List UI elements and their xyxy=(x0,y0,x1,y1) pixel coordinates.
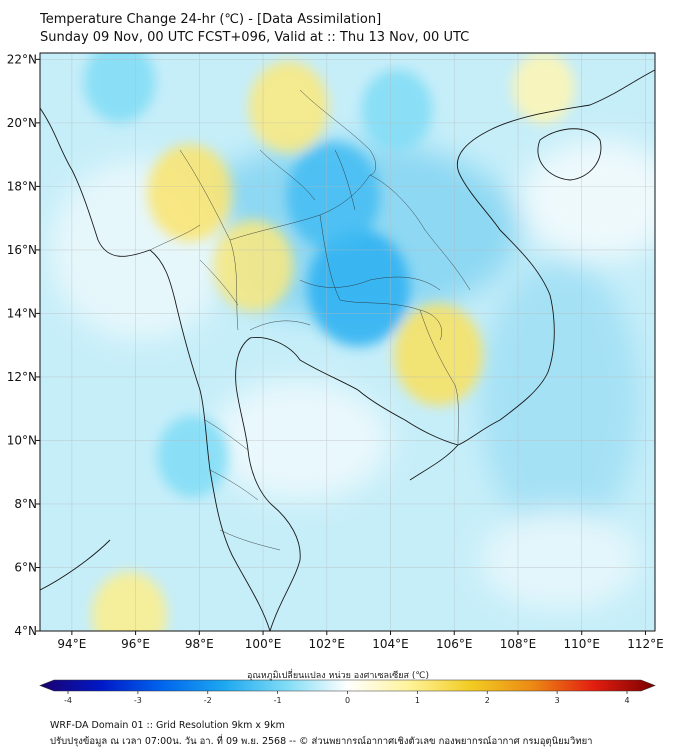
warm-anomaly-4 xyxy=(91,571,168,631)
lon-tick-label: 100°E xyxy=(245,637,282,651)
lat-tick-label: 22°N xyxy=(7,52,37,66)
warm-anomaly-0 xyxy=(147,144,232,242)
lat-axis: 4°N 6°N 8°N 10°N 12°N 14°N 16°N 18°N 20°N 22°N xyxy=(7,52,40,638)
cool-anomaly-6 xyxy=(307,229,410,347)
cool-anomaly-7 xyxy=(286,142,380,250)
lat-tick-label: 20°N xyxy=(7,116,37,130)
colorbar-tick-label: 1 xyxy=(415,696,420,705)
lat-tick-label: 18°N xyxy=(7,179,37,193)
lon-tick-label: 106°E xyxy=(436,637,473,651)
footer-model-info: WRF-DA Domain 01 :: Grid Resolution 9km … xyxy=(50,720,285,731)
lat-tick-label: 4°N xyxy=(14,624,37,638)
lat-tick-label: 16°N xyxy=(7,243,37,257)
colorbar-tick-label: -1 xyxy=(274,696,282,705)
lat-tick-label: 12°N xyxy=(7,370,37,384)
admin-borders xyxy=(149,89,471,551)
map-subtitle: Sunday 09 Nov, 00 UTC FCST+096, Valid at… xyxy=(40,30,470,45)
coastlines xyxy=(40,69,655,631)
footer-credit: ปรับปรุงข้อมูล ณ เวลา 07:00น. วัน อา. ที… xyxy=(50,736,593,747)
warm-anomaly-2 xyxy=(248,60,329,153)
graticule xyxy=(40,53,655,631)
lon-tick-label: 104°E xyxy=(372,637,409,651)
lon-tick-label: 96°E xyxy=(121,637,150,651)
lat-tick-label: 10°N xyxy=(7,433,37,447)
colorbar-ramp xyxy=(39,679,656,692)
colorbar-tick-label: -2 xyxy=(204,696,212,705)
lon-tick-label: 98°E xyxy=(185,637,214,651)
colorbar-tick-label: 2 xyxy=(485,696,490,705)
lat-tick-label: 6°N xyxy=(14,560,37,574)
colorbar-tick-label: 3 xyxy=(555,696,560,705)
lon-tick-label: 112°E xyxy=(627,637,664,651)
cool-anomaly-8 xyxy=(84,53,156,123)
map-frame xyxy=(39,52,656,632)
cool-anomaly-9 xyxy=(361,69,433,152)
temperature-field xyxy=(40,53,655,631)
lon-tick-label: 108°E xyxy=(500,637,537,651)
lat-tick-label: 14°N xyxy=(7,306,37,320)
lat-tick-label: 8°N xyxy=(14,497,37,511)
cool-anomaly-10 xyxy=(157,415,229,498)
colorbar-tick-label: -4 xyxy=(64,696,72,705)
lon-axis: 94°E 96°E 98°E 100°E 102°E 104°E 106°E 108°E 110… xyxy=(57,631,664,651)
colorbar-tick-label: 0 xyxy=(345,696,350,705)
lon-tick-label: 94°E xyxy=(57,637,86,651)
map-title: Temperature Change 24-hr (℃) - [Data Ass… xyxy=(40,12,382,27)
warm-anomaly-1 xyxy=(213,219,294,312)
colorbar: -4 -3 -2 -1 0 1 2 3 4 xyxy=(39,679,656,705)
lon-tick-label: 110°E xyxy=(563,637,600,651)
colorbar-title: อุณหภูมิเปลี่ยนแปลง หน่วย องศาเซลเซียส (… xyxy=(246,671,430,681)
warm-anomaly-5 xyxy=(512,53,575,124)
colorbar-tick-label: -3 xyxy=(134,696,142,705)
colorbar-tick-label: 4 xyxy=(624,696,629,705)
lon-tick-label: 102°E xyxy=(309,637,346,651)
